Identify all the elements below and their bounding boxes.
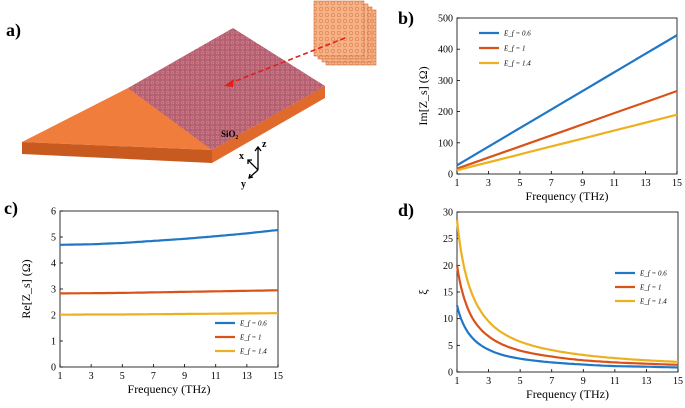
plot-frame xyxy=(456,17,678,175)
x-tick-label: 15 xyxy=(273,371,283,382)
y-tick-label: 6 xyxy=(51,207,56,218)
y-tick-label: 2 xyxy=(51,311,56,322)
y-axis-label: Im[Z_s] (Ω) xyxy=(416,66,430,125)
y-tick-label: 200 xyxy=(438,107,453,118)
series-line-0 xyxy=(456,34,678,167)
y-tick-label: 0 xyxy=(448,170,453,181)
y-tick-label: 20 xyxy=(443,261,453,272)
legend-label: E_f = 0.6 xyxy=(639,270,667,278)
x-tick-label: 5 xyxy=(517,178,522,189)
x-tick-label: 15 xyxy=(672,178,682,189)
x-tick-label: 1 xyxy=(58,371,63,382)
x-tick-label: 3 xyxy=(486,178,491,189)
axis-y-label: y xyxy=(241,179,246,190)
x-axis-label: Frequency (THz) xyxy=(526,387,609,401)
series-line-0 xyxy=(60,228,279,246)
graphene-sheet-illustration: SiO₂ z x y xyxy=(22,0,377,190)
y-tick-label: 100 xyxy=(438,138,453,149)
y-tick-label: 5 xyxy=(51,233,56,244)
legend-label: E_f = 0.6 xyxy=(239,320,267,328)
series-line-0 xyxy=(455,305,679,369)
x-tick-label: 3 xyxy=(89,371,94,382)
x-tick-label: 5 xyxy=(518,376,523,387)
x-tick-label: 5 xyxy=(120,371,125,382)
substrate-front xyxy=(22,142,212,163)
legend-label: E_f = 0.6 xyxy=(503,30,531,38)
x-tick-label: 7 xyxy=(549,376,554,387)
x-tick-label: 9 xyxy=(182,371,187,382)
y-tick-label: 0 xyxy=(448,368,453,379)
zoom-arrow-head xyxy=(224,79,234,87)
y-tick-label: 300 xyxy=(438,76,453,87)
graphene-zoom-inset xyxy=(313,0,377,66)
x-tick-label: 11 xyxy=(609,178,619,189)
graphene-layer xyxy=(128,28,325,150)
x-tick-label: 1 xyxy=(455,376,460,387)
x-tick-label: 9 xyxy=(581,376,586,387)
substrate-side xyxy=(212,86,325,163)
panel-label-a: a) xyxy=(6,20,21,40)
panel-label-b: b) xyxy=(398,8,415,28)
y-tick-label: 30 xyxy=(443,208,453,219)
x-tick-label: 7 xyxy=(549,178,554,189)
x-tick-label: 13 xyxy=(242,371,252,382)
panel-label-c: c) xyxy=(4,198,18,218)
series-line-1 xyxy=(455,265,679,366)
axis-z-label: z xyxy=(262,139,267,150)
x-axis-label: Frequency (THz) xyxy=(526,189,609,203)
x-tick-label: 7 xyxy=(151,371,156,382)
series-line-1 xyxy=(456,89,678,170)
y-tick-label: 500 xyxy=(438,14,453,25)
y-tick-label: 3 xyxy=(51,285,56,296)
x-tick-label: 13 xyxy=(641,178,651,189)
y-tick-label: 10 xyxy=(443,314,453,325)
legend-label: E_f = 1.4 xyxy=(239,348,267,356)
coordinate-axes xyxy=(247,145,262,179)
x-tick-label: 13 xyxy=(641,376,651,387)
x-tick-label: 11 xyxy=(610,376,620,387)
substrate-label: SiO₂ xyxy=(221,129,239,139)
series-line-2 xyxy=(455,219,679,363)
y-tick-label: 4 xyxy=(51,259,56,270)
legend-label: E_f = 1 xyxy=(239,334,261,342)
x-tick-label: 3 xyxy=(486,376,491,387)
y-axis-label: ξ xyxy=(416,289,430,295)
x-axis-label: Frequency (THz) xyxy=(128,382,211,396)
panel-label-d: d) xyxy=(398,200,415,220)
y-tick-label: 5 xyxy=(448,341,453,352)
series-line-1 xyxy=(60,289,278,295)
y-tick-label: 25 xyxy=(443,234,453,245)
series-line-2 xyxy=(456,113,678,172)
x-tick-label: 15 xyxy=(673,376,683,387)
x-tick-label: 1 xyxy=(455,178,460,189)
y-tick-label: 400 xyxy=(438,45,453,56)
legend-label: E_f = 1 xyxy=(639,284,661,292)
legend-label: E_f = 1.4 xyxy=(503,60,531,68)
series-line-2 xyxy=(60,312,278,316)
legend-label: E_f = 1.4 xyxy=(639,298,667,306)
x-tick-label: 11 xyxy=(211,371,221,382)
y-axis-label: Re[Z_s] (Ω) xyxy=(19,259,33,318)
y-tick-label: 15 xyxy=(443,288,453,299)
y-tick-label: 1 xyxy=(51,337,56,348)
plot-frame xyxy=(456,211,679,373)
x-tick-label: 9 xyxy=(580,178,585,189)
zoom-arrow xyxy=(227,37,346,85)
y-tick-label: 0 xyxy=(51,363,56,374)
axis-x-label: x xyxy=(239,151,244,162)
legend-label: E_f = 1 xyxy=(503,45,525,53)
